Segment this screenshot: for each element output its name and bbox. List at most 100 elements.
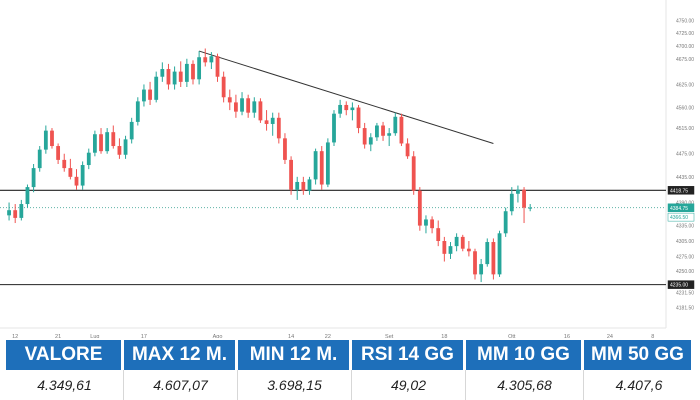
candle-body-69	[430, 219, 434, 229]
value-valore: 4.349,61	[6, 370, 124, 400]
candle-body-25	[160, 69, 165, 77]
candle-body-44	[276, 117, 281, 139]
candle-body-10	[68, 168, 73, 177]
candle-body-70	[436, 228, 441, 241]
candle-body-43	[270, 117, 275, 124]
x-tick-label-11: 24	[607, 334, 613, 338]
y-tick-label-12: 4275.00	[676, 254, 694, 260]
candle-body-66	[411, 156, 416, 191]
candle-body-36	[227, 97, 232, 103]
candle-body-59	[368, 137, 373, 145]
candle-body-57	[356, 107, 361, 129]
x-tick-label-0: 12	[12, 334, 18, 338]
candle-body-42	[264, 120, 269, 124]
x-tick-label-4: Ago	[213, 334, 223, 338]
candle-body-12	[80, 165, 85, 186]
header-rsi-14gg: RSI 14 GG	[352, 340, 466, 370]
price-label-box-2	[667, 212, 695, 222]
candle-body-4	[31, 168, 36, 188]
x-tick-label-5: 14	[288, 334, 294, 338]
candle-body-76	[473, 251, 477, 275]
x-tick-label-8: 18	[441, 334, 447, 338]
candle-body-8	[56, 146, 61, 160]
candle-body-65	[405, 143, 410, 157]
candle-body-22	[142, 89, 146, 102]
candle-body-34	[215, 56, 220, 77]
candle-body-0	[7, 210, 11, 216]
candle-body-62	[387, 133, 392, 136]
candle-body-14	[92, 134, 97, 153]
candle-body-53	[332, 113, 336, 143]
y-tick-label-14: 4231.50	[676, 290, 694, 296]
candle-body-6	[43, 130, 48, 150]
candle-body-80	[497, 233, 502, 275]
candle-body-32	[203, 57, 208, 63]
candle-body-16	[105, 132, 110, 152]
y-tick-label-3: 4675.00	[676, 57, 694, 63]
candle-body-52	[325, 142, 330, 185]
candle-body-29	[184, 63, 189, 82]
candle-body-85	[528, 207, 533, 209]
candle-body-39	[246, 98, 251, 113]
value-rsi-14gg: 49,02	[352, 370, 466, 400]
price-chart: 4750.00 4725.00 4700.00 4675.00 4625.00 4560.…	[0, 0, 695, 338]
candle-body-46	[289, 159, 293, 190]
y-tick-label-5: 4560.00	[676, 106, 694, 112]
y-tick-label-0: 4750.00	[676, 18, 694, 24]
candle-body-63	[393, 116, 398, 134]
price-label-1: 4384.75	[670, 206, 688, 212]
price-label-box-0	[667, 186, 695, 195]
value-min-12m: 3.698,15	[238, 370, 352, 400]
candle-body-35	[221, 76, 226, 98]
y-tick-label-4: 4625.00	[676, 82, 694, 88]
stats-table: VALORE MAX 12 M. MIN 12 M. RSI 14 GG MM …	[6, 340, 694, 400]
candle-body-26	[166, 69, 171, 85]
candle-body-23	[148, 89, 152, 100]
y-tick-label-8: 4435.00	[676, 175, 694, 181]
candle-body-68	[424, 219, 428, 226]
candle-body-38	[240, 98, 244, 112]
candle-body-84	[522, 189, 526, 208]
y-tick-label-11: 4305.00	[676, 239, 694, 245]
candle-body-75	[466, 248, 471, 252]
price-label-0: 4418.75	[670, 188, 688, 194]
trend-line	[198, 50, 494, 144]
y-tick-label-15: 4181.50	[676, 306, 694, 312]
y-tick-label-10: 4335.00	[676, 224, 694, 230]
candle-body-72	[448, 246, 453, 254]
candle-body-78	[485, 242, 490, 265]
value-mm-10gg: 4.305,68	[466, 370, 584, 400]
candle-body-54	[338, 104, 343, 114]
candle-body-31	[197, 57, 202, 80]
candle-body-2	[19, 204, 24, 218]
candle-body-27	[172, 71, 177, 85]
value-mm-50gg: 4.407,6	[584, 370, 694, 400]
candle-body-41	[258, 101, 263, 121]
candle-body-81	[503, 211, 508, 234]
price-label-box-3	[667, 280, 695, 289]
candle-body-82	[509, 193, 514, 212]
candle-body-55	[344, 104, 349, 111]
candle-body-9	[62, 159, 67, 169]
candle-body-21	[135, 101, 140, 122]
price-label-3: 4235.00	[670, 283, 688, 289]
y-tick-label-7: 4475.00	[676, 152, 694, 158]
candle-body-79	[491, 242, 496, 275]
candle-body-49	[307, 179, 312, 191]
x-tick-label-7: Set	[385, 334, 394, 338]
candle-body-50	[313, 151, 318, 180]
price-label-2: 4366.50	[670, 215, 688, 221]
value-max-12m: 4.607,07	[124, 370, 238, 400]
candle-body-73	[454, 236, 459, 247]
candle-body-40	[252, 101, 257, 113]
x-tick-label-1: 21	[55, 334, 61, 338]
candle-body-30	[191, 63, 195, 80]
candle-body-77	[479, 264, 484, 275]
candle-body-33	[209, 56, 214, 63]
y-tick-label-2: 4700.00	[676, 44, 694, 50]
candle-body-60	[375, 125, 379, 138]
candle-body-51	[319, 151, 324, 185]
candle-body-48	[301, 181, 306, 191]
header-valore: VALORE	[6, 340, 124, 370]
candle-body-13	[86, 152, 91, 166]
